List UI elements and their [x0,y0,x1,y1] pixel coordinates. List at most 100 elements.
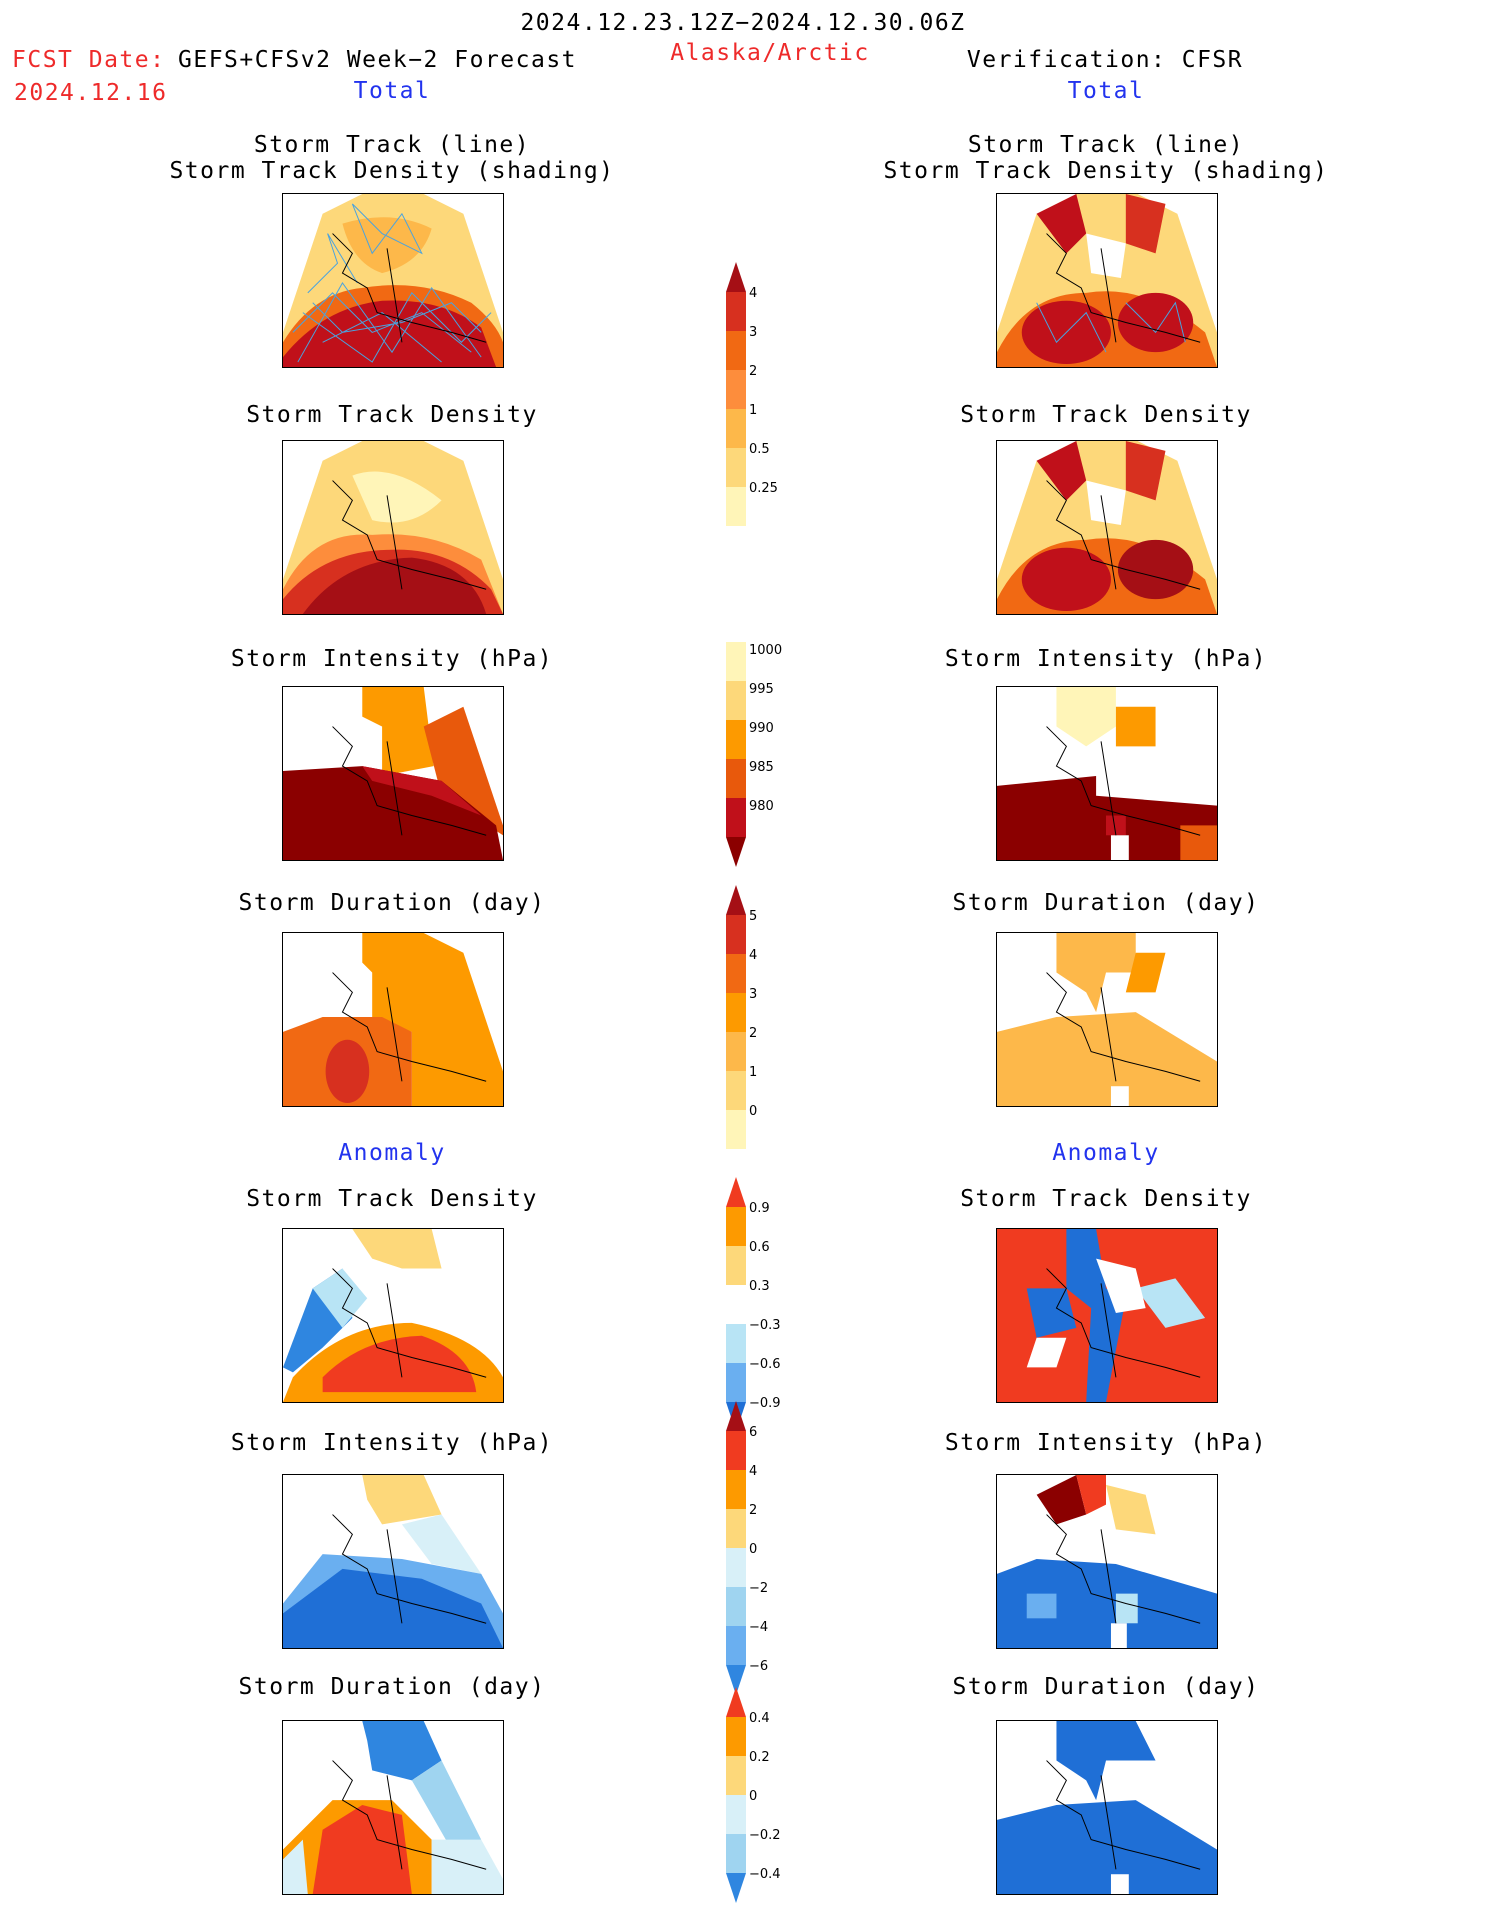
colorbar-svg: 5 4 3 2 1 0 [726,885,757,1149]
colorbar-tick-label: 0.3 [749,1279,770,1294]
colorbar-tick-label: −0.4 [749,1867,781,1882]
map-fcst-anom-duration [282,1720,504,1895]
colorbar-tick-label: 0 [749,1542,757,1557]
colorbar-tick-label: 4 [749,286,757,301]
colorbar-tick-label: −0.2 [749,1828,781,1843]
colorbar-svg: 0.4 0.2 0 −0.2 −0.4 [726,1687,781,1903]
fcst-density-title: Storm Track Density [246,402,538,428]
colorbar-tick-label: 1000 [749,643,782,658]
colorbar-tick-label: 1 [749,1065,757,1080]
left-anomaly-label: Anomaly [338,1140,446,1166]
verif-anom-duration-title: Storm Duration (day) [952,1674,1260,1700]
colorbar-intensity-total: 1000 995 990 985 980 [726,642,806,875]
fcst-anom-intensity-title: Storm Intensity (hPa) [230,1430,554,1456]
colorbar-top-triangle [726,1401,746,1431]
colorbar-segment [726,1756,746,1795]
valid-period-title: 2024.12.23.12Z−2024.12.30.06Z [520,10,966,36]
colorbar-segment [726,1324,746,1363]
colorbar-segment [726,798,746,837]
colorbar-tick-label: 3 [749,987,757,1002]
colorbar-tick-label: 2 [749,1503,757,1518]
colorbar-segment [726,1834,746,1873]
fcst-date: 2024.12.16 [14,80,168,106]
map-fcst-duration [282,932,504,1107]
colorbar-segment [726,1246,746,1285]
fcst-duration-title: Storm Duration (day) [238,890,546,916]
colorbar-segment [726,1470,746,1509]
map-verif-anom-duration [996,1720,1218,1895]
colorbar-segment [726,487,746,526]
colorbar-tick-label: 4 [749,948,757,963]
colorbar-intensity-anom: 6 4 2 0 −2 −4 −6 [726,1401,806,1703]
colorbar-segment [726,1587,746,1626]
fcst-track-title: Storm Track (line) Storm Track Density (… [169,132,615,184]
colorbar-segment [726,681,746,720]
colorbar-tick-label: −0.3 [749,1318,781,1333]
fcst-model: GEFS+CFSv2 Week−2 Forecast [178,47,578,73]
colorbar-tick-label: 4 [749,1464,757,1479]
map-fcst-density [282,440,504,615]
fcst-anom-duration-title: Storm Duration (day) [238,1674,546,1700]
colorbar-segment [726,720,746,759]
fcst-intensity-title: Storm Intensity (hPa) [230,646,554,672]
colorbar-tick-label: 2 [749,364,757,379]
colorbar-tick-label: −2 [749,1581,768,1596]
colorbar-segment [726,993,746,1032]
map-fcst-anom-intensity [282,1474,504,1649]
map-verif-density [996,440,1218,615]
map-verif-anom-intensity [996,1474,1218,1649]
colorbar-segment [726,1071,746,1110]
colorbar-tick-label: 0.6 [749,1240,770,1255]
colorbar-segment [726,370,746,409]
colorbar-density-total: 4 3 2 1 0.5 0.25 [726,262,806,573]
colorbar-tick-label: 985 [749,760,774,775]
colorbar-segment [726,1431,746,1470]
verif-anom-intensity-title: Storm Intensity (hPa) [944,1430,1268,1456]
left-total-label: Total [353,78,431,104]
colorbar-tick-label: 980 [749,799,774,814]
fcst-anom-density-title: Storm Track Density [246,1186,538,1212]
colorbar-tick-label: −6 [749,1659,768,1674]
colorbar-top-triangle [726,1177,746,1207]
colorbar-segment [726,642,746,681]
map-fcst-anom-density [282,1228,504,1403]
verif-duration-title: Storm Duration (day) [952,890,1260,916]
colorbar-segment [726,1285,746,1324]
verification-label: Verification: CFSR [966,47,1244,73]
colorbar-bottom-triangle [726,1665,746,1695]
colorbar-tick-label: −0.6 [749,1357,781,1372]
colorbar-top-triangle [726,885,746,915]
colorbar-tick-label: 1 [749,403,757,418]
verif-track-title: Storm Track (line) Storm Track Density (… [883,132,1329,184]
fcst-date-label: FCST Date: [12,47,166,73]
colorbar-tick-label: −4 [749,1620,768,1635]
colorbar-tick-label: 0 [749,1789,757,1804]
map-verif-duration [996,932,1218,1107]
colorbar-tick-label: 2 [749,1026,757,1041]
colorbar-segment [726,759,746,798]
colorbar-svg: 4 3 2 1 0.5 0.25 [726,262,778,526]
colorbar-segment [726,448,746,487]
right-anomaly-label: Anomaly [1052,1140,1160,1166]
map-fcst-track [282,193,504,368]
colorbar-segment [726,331,746,370]
colorbar-segment [726,1363,746,1402]
colorbar-segment [726,1548,746,1587]
colorbar-svg: 6 4 2 0 −2 −4 −6 [726,1401,768,1695]
colorbar-tick-label: 0 [749,1104,757,1119]
right-total-label: Total [1067,78,1145,104]
colorbar-segment [726,1717,746,1756]
colorbar-bottom-triangle [726,837,746,867]
colorbar-segment [726,1509,746,1548]
colorbar-segment [726,409,746,448]
colorbar-top-triangle [726,1687,746,1717]
colorbar-segment [726,1032,746,1071]
colorbar-bottom-triangle [726,1873,746,1903]
colorbar-svg: 0.9 0.6 0.3 −0.3 −0.6 −0.9 [726,1177,781,1432]
region-label: Alaska/Arctic [670,40,870,66]
colorbar-density-anom: 0.9 0.6 0.3 −0.3 −0.6 −0.9 [726,1177,806,1440]
map-verif-track [996,193,1218,368]
colorbar-tick-label: 995 [749,682,774,697]
colorbar-segment [726,1207,746,1246]
colorbar-svg: 1000 995 990 985 980 [726,642,782,867]
